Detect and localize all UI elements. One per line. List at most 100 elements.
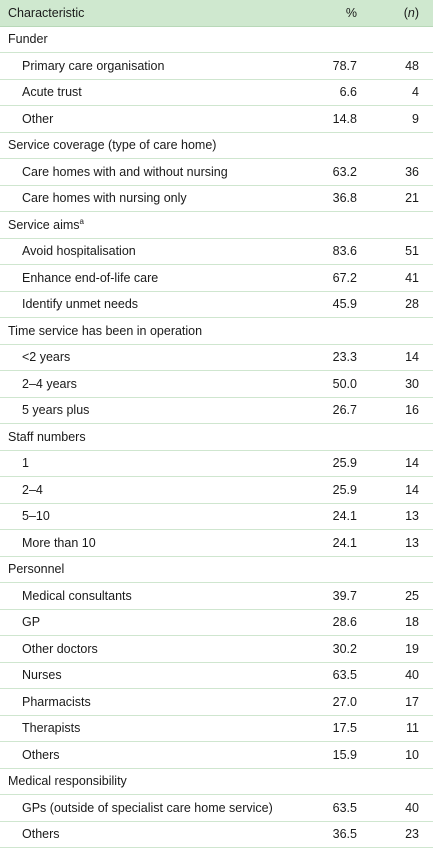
row-label: 5 years plus xyxy=(0,403,297,417)
section-row: Service coverage (type of care home) xyxy=(0,133,433,160)
row-count: 25 xyxy=(357,589,433,603)
row-count: 19 xyxy=(357,642,433,656)
row-percent: 14.8 xyxy=(297,112,357,126)
row-label: Other xyxy=(0,112,297,126)
row-percent: 26.7 xyxy=(297,403,357,417)
row-label: Care homes with nursing only xyxy=(0,191,297,205)
section-title: Time service has been in operation xyxy=(0,324,433,338)
row-percent: 78.7 xyxy=(297,59,357,73)
row-percent: 6.6 xyxy=(297,85,357,99)
section-title-text: Service coverage (type of care home) xyxy=(8,138,216,152)
row-count: 51 xyxy=(357,244,433,258)
row-count: 28 xyxy=(357,297,433,311)
row-label: Other doctors xyxy=(0,642,297,656)
table-row: GPs (outside of specialist care home ser… xyxy=(0,795,433,822)
row-percent: 23.3 xyxy=(297,350,357,364)
row-count: 36 xyxy=(357,165,433,179)
row-label: Avoid hospitalisation xyxy=(0,244,297,258)
row-label: <2 years xyxy=(0,350,297,364)
row-percent: 28.6 xyxy=(297,615,357,629)
row-percent: 50.0 xyxy=(297,377,357,391)
header-characteristic: Characteristic xyxy=(0,6,297,20)
row-count: 40 xyxy=(357,668,433,682)
header-percent: % xyxy=(297,6,357,20)
row-count: 40 xyxy=(357,801,433,815)
row-percent: 45.9 xyxy=(297,297,357,311)
row-label: Medical consultants xyxy=(0,589,297,603)
row-percent: 36.8 xyxy=(297,191,357,205)
row-percent: 15.9 xyxy=(297,748,357,762)
row-percent: 67.2 xyxy=(297,271,357,285)
section-title: Medical responsibility xyxy=(0,774,433,788)
row-percent: 24.1 xyxy=(297,509,357,523)
row-percent: 30.2 xyxy=(297,642,357,656)
row-percent: 39.7 xyxy=(297,589,357,603)
row-count: 21 xyxy=(357,191,433,205)
row-percent: 27.0 xyxy=(297,695,357,709)
row-label: Nurses xyxy=(0,668,297,682)
section-row: Personnel xyxy=(0,557,433,584)
row-label: Acute trust xyxy=(0,85,297,99)
row-count: 13 xyxy=(357,536,433,550)
row-label: 2–4 xyxy=(0,483,297,497)
row-count: 10 xyxy=(357,748,433,762)
row-label: 1 xyxy=(0,456,297,470)
row-label: Others xyxy=(0,827,297,841)
row-count: 23 xyxy=(357,827,433,841)
footnote-marker: a xyxy=(80,217,84,226)
row-count: 11 xyxy=(357,721,433,735)
section-title: Service aimsa xyxy=(0,218,433,232)
row-percent: 36.5 xyxy=(297,827,357,841)
section-title: Personnel xyxy=(0,562,433,576)
row-percent: 25.9 xyxy=(297,456,357,470)
section-title-text: Medical responsibility xyxy=(8,774,127,788)
row-count: 16 xyxy=(357,403,433,417)
row-count: 13 xyxy=(357,509,433,523)
row-count: 9 xyxy=(357,112,433,126)
row-label: 2–4 years xyxy=(0,377,297,391)
row-count: 14 xyxy=(357,456,433,470)
section-title-text: Service aims xyxy=(8,218,80,232)
row-label: Identify unmet needs xyxy=(0,297,297,311)
section-title-text: Personnel xyxy=(8,562,64,576)
row-count: 30 xyxy=(357,377,433,391)
row-label: Therapists xyxy=(0,721,297,735)
row-percent: 24.1 xyxy=(297,536,357,550)
section-title-text: Staff numbers xyxy=(8,430,86,444)
table-header: Characteristic % (n) xyxy=(0,0,433,27)
row-percent: 63.5 xyxy=(297,668,357,682)
row-count: 14 xyxy=(357,483,433,497)
section-title: Funder xyxy=(0,32,433,46)
row-count: 18 xyxy=(357,615,433,629)
section-title-text: Time service has been in operation xyxy=(8,324,202,338)
section-row: Service aimsa xyxy=(0,212,433,239)
row-count: 14 xyxy=(357,350,433,364)
row-count: 17 xyxy=(357,695,433,709)
row-percent: 25.9 xyxy=(297,483,357,497)
row-label: GPs (outside of specialist care home ser… xyxy=(0,801,297,815)
section-row: Funder xyxy=(0,27,433,54)
row-percent: 63.5 xyxy=(297,801,357,815)
section-row: Time service has been in operation xyxy=(0,318,433,345)
row-label: Pharmacists xyxy=(0,695,297,709)
row-percent: 83.6 xyxy=(297,244,357,258)
row-label: Others xyxy=(0,748,297,762)
